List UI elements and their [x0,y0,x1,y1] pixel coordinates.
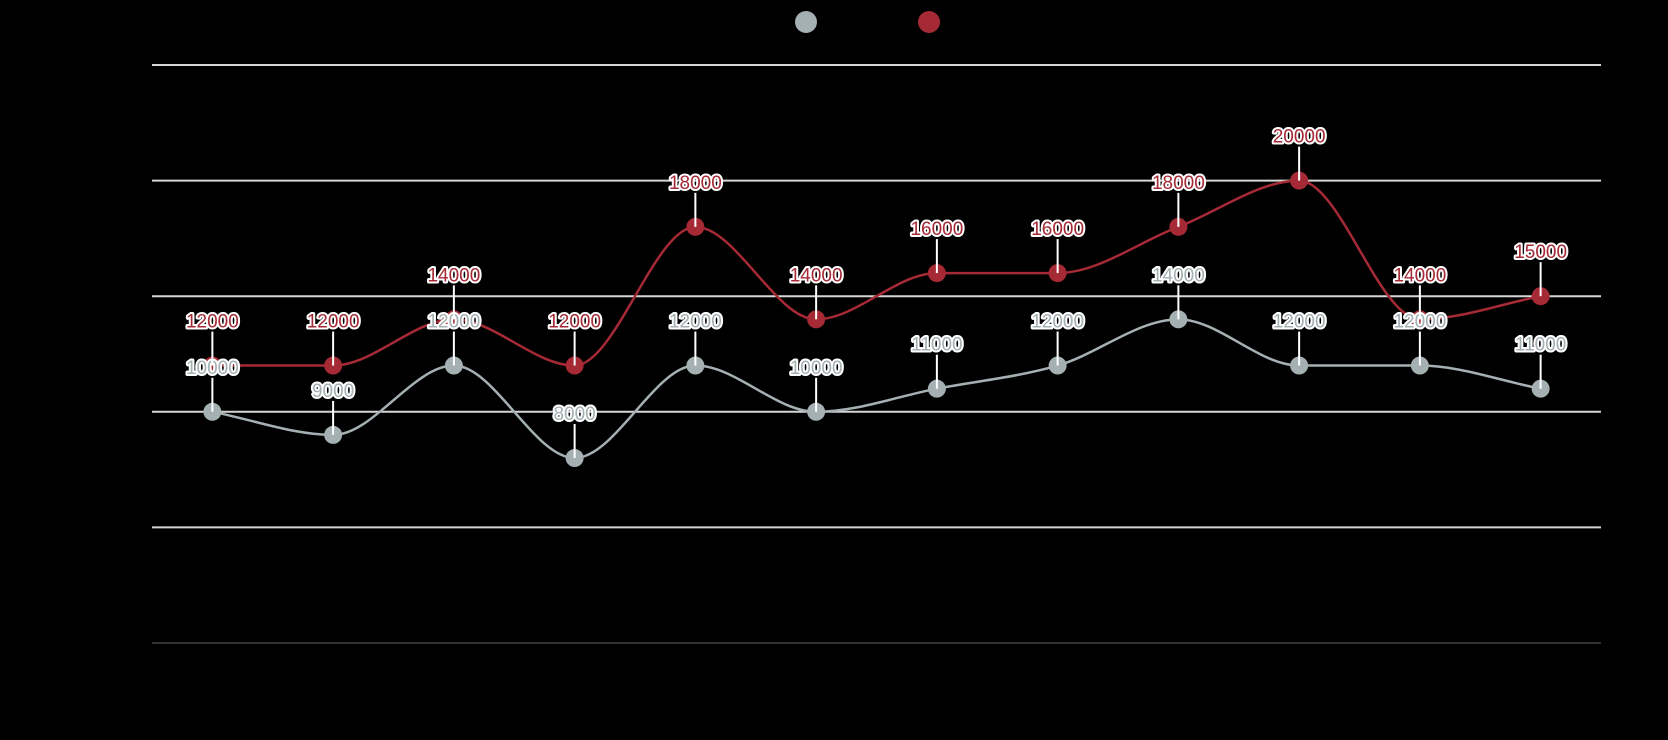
data-label: 14000 [1393,265,1446,286]
data-label: 12000 [1273,312,1326,333]
data-label: 12000 [548,312,601,333]
legend-marker-1 [795,11,817,33]
data-label: 11000 [911,335,962,356]
data-label: 18000 [1152,173,1205,194]
data-label: 16000 [1031,219,1084,240]
series-line-2 [212,179,1541,367]
data-label: 8000 [553,404,595,425]
series-line-1 [212,318,1541,460]
data-label: 9000 [312,381,354,402]
data-label: 18000 [669,173,722,194]
series-layer [203,171,1550,468]
data-label: 16000 [910,219,963,240]
data-label: 10000 [790,358,843,379]
legend-marker-2 [918,11,940,33]
data-label: 12000 [1031,312,1084,333]
data-label: 14000 [1152,265,1205,286]
data-labels: 10000 9000 12000 8000 12000 10000 11000 12000 14… [184,125,1569,459]
data-label: 14000 [790,265,843,286]
grid [152,64,1601,644]
data-label: 14000 [427,265,480,286]
legend [795,11,940,33]
data-label: 20000 [1273,127,1326,148]
data-label: 12000 [669,312,722,333]
data-label: 15000 [1514,242,1567,263]
data-label: 11000 [1515,335,1566,356]
data-label: 12000 [186,312,239,333]
data-label: 12000 [307,312,360,333]
data-label: 10000 [186,358,239,379]
